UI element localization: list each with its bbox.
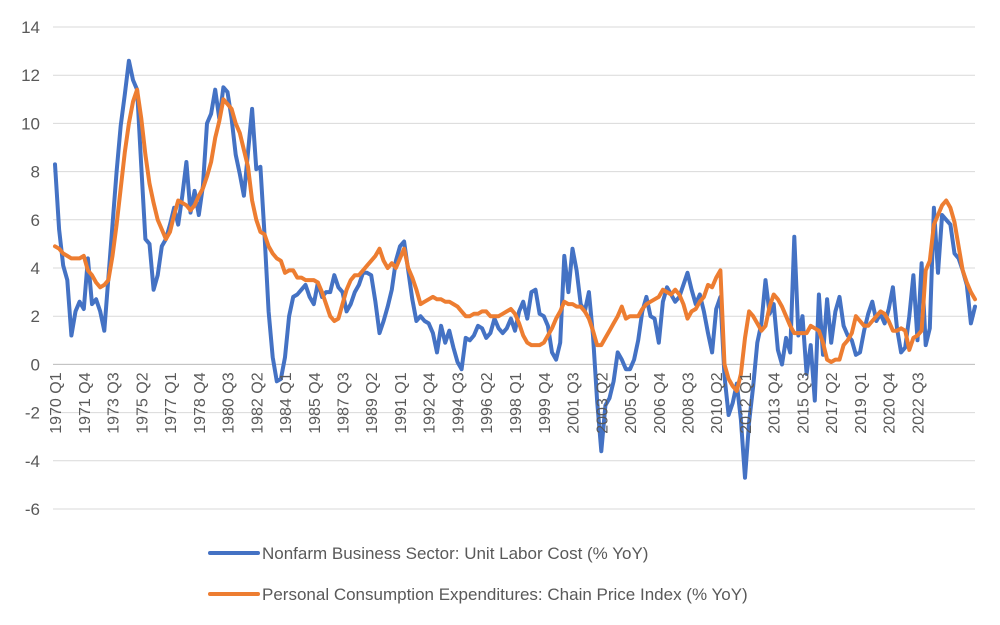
x-tick-label: 2012 Q1 — [738, 372, 755, 433]
x-tick-label: 1978 Q4 — [192, 372, 209, 433]
x-tick-label: 1991 Q1 — [393, 372, 410, 433]
y-tick-label: 8 — [31, 163, 40, 182]
x-tick-label: 1989 Q2 — [364, 372, 381, 433]
x-tick-label: 1992 Q4 — [422, 372, 439, 433]
y-tick-label: -6 — [25, 500, 40, 519]
legend-label-unit-labor-cost: Nonfarm Business Sector: Unit Labor Cost… — [262, 544, 648, 563]
y-tick-label: 2 — [31, 307, 40, 326]
x-tick-label: 1984 Q1 — [278, 372, 295, 433]
y-tick-label: 6 — [31, 211, 40, 230]
x-tick-label: 1985 Q4 — [307, 372, 324, 433]
series-lines — [53, 58, 977, 480]
y-tick-label: -4 — [25, 452, 40, 471]
x-tick-label: 2019 Q1 — [853, 372, 870, 433]
y-tick-label: 12 — [21, 66, 40, 85]
x-tick-label: 1987 Q3 — [336, 372, 353, 433]
series-line-pce-price-index — [53, 87, 977, 393]
x-axis-tick-labels: 1970 Q1 1971 Q4 1973 Q3 1975 Q2 1977 Q1 1978 … — [48, 372, 928, 433]
y-tick-label: 10 — [21, 114, 40, 133]
x-tick-label: 2010 Q2 — [709, 372, 726, 433]
y-tick-label: 4 — [31, 259, 40, 278]
x-tick-label: 1971 Q4 — [77, 372, 94, 433]
x-tick-label: 1999 Q4 — [537, 372, 554, 433]
legend-label-pce-price-index: Personal Consumption Expenditures: Chain… — [262, 585, 748, 604]
legend-entry-unit-labor-cost: Nonfarm Business Sector: Unit Labor Cost… — [208, 544, 648, 563]
x-tick-label: 1980 Q3 — [221, 372, 238, 433]
x-tick-label: 2017 Q2 — [824, 372, 841, 433]
x-tick-label: 2022 Q3 — [911, 372, 928, 433]
y-tick-label: -2 — [25, 404, 40, 423]
x-tick-label: 2005 Q1 — [623, 372, 640, 433]
x-tick-label: 1998 Q1 — [508, 372, 525, 433]
x-tick-label: 1982 Q2 — [249, 372, 266, 433]
x-tick-label: 2020 Q4 — [882, 372, 899, 433]
y-tick-label: 0 — [31, 355, 40, 374]
legend-entry-pce-price-index: Personal Consumption Expenditures: Chain… — [208, 585, 748, 604]
x-tick-label: 2001 Q3 — [566, 372, 583, 433]
gridlines — [53, 26, 975, 510]
y-axis-tick-labels: -6 -4 -2 0 2 4 6 8 10 12 14 — [21, 18, 40, 519]
x-tick-label: 2013 Q4 — [767, 372, 784, 433]
x-tick-label: 1994 Q3 — [451, 372, 468, 433]
x-tick-label: 2015 Q3 — [796, 372, 813, 433]
legend: Nonfarm Business Sector: Unit Labor Cost… — [208, 544, 748, 604]
x-tick-label: 1970 Q1 — [48, 372, 65, 433]
x-tick-label: 1996 Q2 — [479, 372, 496, 433]
x-tick-label: 1973 Q3 — [106, 372, 123, 433]
x-tick-label: 1975 Q2 — [134, 372, 151, 433]
y-tick-label: 14 — [21, 18, 40, 37]
x-tick-label: 1977 Q1 — [163, 372, 180, 433]
x-tick-label: 2003 Q2 — [594, 372, 611, 433]
x-tick-label: 2008 Q3 — [681, 372, 698, 433]
x-tick-label: 2006 Q4 — [652, 372, 669, 433]
